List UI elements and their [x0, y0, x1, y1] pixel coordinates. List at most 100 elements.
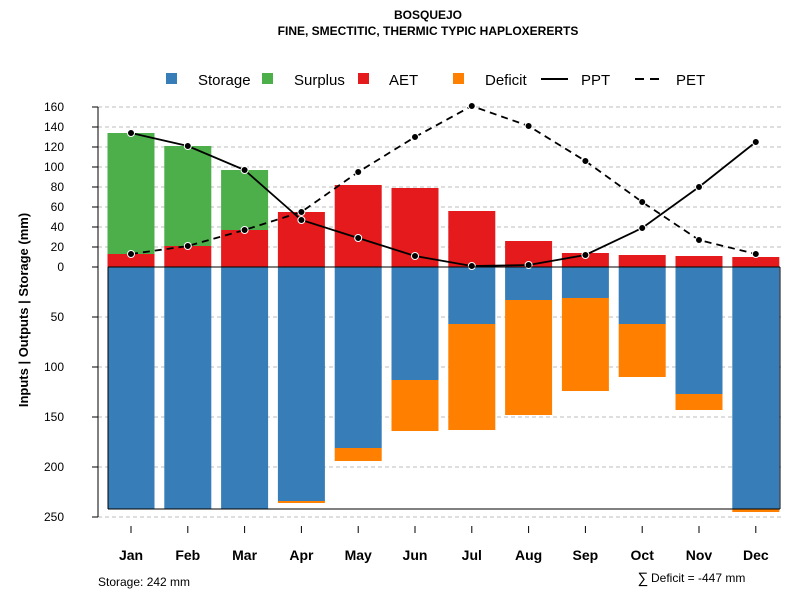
y-tick-label: 150 [44, 410, 64, 424]
deficit-bar [618, 324, 666, 377]
deficit-bar [732, 509, 780, 512]
storage-bar [505, 267, 553, 300]
aet-bar [675, 256, 723, 267]
ppt-point [581, 251, 590, 259]
pet-point [297, 208, 306, 216]
y-tick-label: 140 [44, 120, 64, 134]
storage-bar [561, 267, 609, 298]
lines-layer [127, 102, 760, 270]
storage-bar [221, 267, 269, 509]
y-tick-label: 60 [51, 200, 65, 214]
deficit-bar [675, 394, 723, 410]
y-tick-label: 40 [51, 220, 65, 234]
ppt-point [411, 252, 419, 260]
ppt-point [240, 166, 249, 174]
ppt-point [183, 142, 192, 150]
bars-layer [107, 133, 780, 512]
x-tick-label: Jun [403, 547, 428, 563]
surplus-bar [107, 133, 155, 254]
legend-swatch-surplus [262, 73, 273, 84]
x-tick-label: Jan [119, 547, 143, 563]
storage-footnote: Storage: 242 mm [98, 575, 190, 589]
legend-label-pet: PET [676, 72, 705, 89]
y-tick-label: 120 [44, 140, 64, 154]
storage-bar [391, 267, 439, 380]
aet-bar [732, 257, 780, 267]
legend-label-ppt: PPT [581, 72, 610, 89]
y-tick-label: 50 [51, 310, 65, 324]
legend-label-storage: Storage [198, 72, 251, 89]
aet-bar [334, 185, 382, 267]
y-tick-label: 160 [44, 100, 64, 114]
y-tick-label: 100 [44, 360, 64, 374]
x-tick-label: Nov [686, 547, 713, 563]
pet-point [638, 198, 647, 206]
legend-label-deficit: Deficit [485, 72, 528, 89]
x-tick-label: Sep [573, 547, 599, 563]
x-tick-label: Dec [743, 547, 769, 563]
storage-bar [618, 267, 666, 324]
deficit-bar [448, 324, 496, 430]
storage-bar [334, 267, 382, 448]
ppt-point [695, 183, 703, 191]
grid-lines [98, 106, 784, 518]
chart-subtitle: FINE, SMECTITIC, THERMIC TYPIC HAPLOXERE… [278, 24, 579, 38]
storage-bar [448, 267, 496, 324]
legend-label-surplus: Surplus [294, 72, 345, 89]
aet-bar [448, 211, 496, 267]
pet-point [581, 157, 590, 165]
pet-point [354, 168, 363, 176]
ppt-line [130, 132, 757, 267]
aet-bar [221, 230, 269, 267]
pet-point [183, 242, 192, 250]
y-tick-label: 80 [51, 180, 65, 194]
deficit-sum-symbol: ∑ [638, 570, 649, 587]
y-axis-label: Inputs | Outputs | Storage (mm) [16, 213, 31, 407]
deficit-bar [277, 501, 325, 503]
deficit-bar [505, 300, 553, 415]
aet-bar [164, 246, 212, 267]
deficit-footnote: Deficit = -447 mm [651, 571, 745, 585]
legend-swatch-aet [358, 73, 369, 84]
y-tick-label: 100 [44, 160, 64, 174]
pet-point [695, 236, 703, 244]
pet-point [751, 250, 760, 258]
storage-bar [675, 267, 723, 394]
storage-bar [107, 267, 155, 509]
x-tick-label: Oct [631, 547, 655, 563]
y-tick-label: 250 [44, 510, 64, 524]
pet-point [524, 122, 533, 130]
storage-bar [732, 267, 780, 509]
pet-point [240, 226, 249, 234]
x-tick-label: Aug [515, 547, 542, 563]
deficit-bar [334, 448, 382, 461]
deficit-bar [391, 380, 439, 431]
deficit-bar [561, 298, 609, 391]
aet-bar [618, 255, 666, 267]
x-tick-label: May [345, 547, 372, 563]
aet-bar [107, 254, 155, 267]
storage-bar [164, 267, 212, 509]
storage-bar [277, 267, 325, 501]
legend-swatch-deficit [453, 73, 464, 84]
ppt-point [127, 129, 135, 137]
legend: Storage Surplus AET Deficit PPT PET [166, 72, 705, 89]
x-tick-label: Apr [289, 547, 314, 563]
ppt-point [751, 138, 760, 146]
x-tick-label: Mar [232, 547, 257, 563]
axes-layer: 0 20 40 60 80 100 120 140 160 50 100 150 200 250 Jan Fe… [44, 100, 781, 563]
ppt-point [638, 224, 647, 232]
x-tick-label: Feb [175, 547, 200, 563]
x-tick-label: Jul [462, 547, 482, 563]
ppt-point [354, 234, 363, 242]
surplus-bar [221, 170, 269, 230]
y-tick-label: 200 [44, 460, 64, 474]
ppt-point [467, 262, 476, 270]
pet-point [467, 102, 476, 110]
y-tick-label: 0 [57, 260, 64, 274]
legend-swatch-storage [166, 73, 177, 84]
pet-point [127, 250, 135, 258]
legend-label-aet: AET [389, 72, 418, 89]
chart-title: BOSQUEJO [394, 8, 462, 22]
